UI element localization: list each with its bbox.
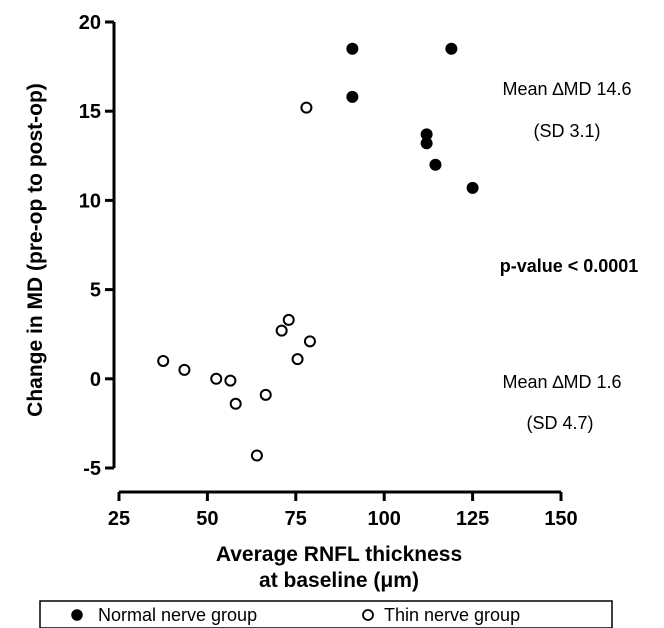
annotation-normal-sd: (SD 3.1) — [533, 121, 600, 141]
thin-nerve-point — [250, 449, 263, 462]
data-points — [157, 42, 479, 462]
legend-box — [39, 600, 613, 628]
thin-nerve-point — [229, 397, 242, 410]
y-ticks: -5 0 5 10 15 20 — [79, 12, 114, 480]
legend: Normal nerve group Thin nerve group — [39, 600, 613, 628]
y-tick-label: 10 — [79, 190, 101, 212]
legend-label-thin: Thin nerve group — [384, 605, 520, 625]
thin-nerve-point — [157, 354, 170, 367]
thin-nerve-point — [178, 363, 191, 376]
thin-nerve-point — [303, 335, 316, 348]
thin-nerve-point — [300, 101, 313, 114]
thin-nerve-point — [282, 313, 295, 326]
annotation-thin-sd: (SD 4.7) — [526, 413, 593, 433]
x-tick-label: 25 — [108, 508, 130, 530]
y-tick-label: 0 — [90, 369, 101, 391]
normal-nerve-point — [466, 181, 479, 194]
axes — [112, 22, 561, 494]
x-tick-label: 50 — [196, 508, 218, 530]
x-tick-label: 150 — [544, 508, 577, 530]
normal-nerve-point — [445, 42, 458, 55]
thin-nerve-point — [210, 372, 223, 385]
y-tick-label: 15 — [79, 101, 101, 123]
normal-nerve-point — [429, 158, 442, 171]
annotation-normal-mean: Mean ∆MD 14.6 — [502, 79, 631, 99]
x-tick-label: 100 — [368, 508, 401, 530]
thin-nerve-point — [224, 374, 237, 387]
thin-nerve-point — [275, 324, 288, 337]
normal-nerve-point — [420, 137, 433, 150]
annotation-thin-mean: Mean ∆MD 1.6 — [502, 372, 621, 392]
annotation-pvalue: p-value < 0.0001 — [500, 256, 639, 276]
y-axis-title: Change in MD (pre-op to post-op) — [24, 83, 47, 417]
normal-nerve-point — [346, 90, 359, 103]
thin-nerve-point — [259, 388, 272, 401]
x-ticks: 25 50 75 100 125 150 — [108, 492, 578, 530]
y-tick-label: -5 — [83, 458, 101, 480]
y-tick-label: 20 — [79, 12, 101, 34]
x-tick-label: 125 — [456, 508, 489, 530]
legend-marker-normal — [71, 609, 83, 621]
x-axis-title-line2: at baseline (μm) — [259, 569, 419, 592]
normal-nerve-point — [346, 42, 359, 55]
x-axis-title-line1: Average RNFL thickness — [216, 543, 462, 566]
x-tick-label: 75 — [285, 508, 307, 530]
y-tick-label: 5 — [90, 280, 101, 302]
legend-marker-thin — [362, 609, 374, 621]
thin-nerve-point — [291, 353, 304, 366]
legend-label-normal: Normal nerve group — [98, 605, 257, 625]
